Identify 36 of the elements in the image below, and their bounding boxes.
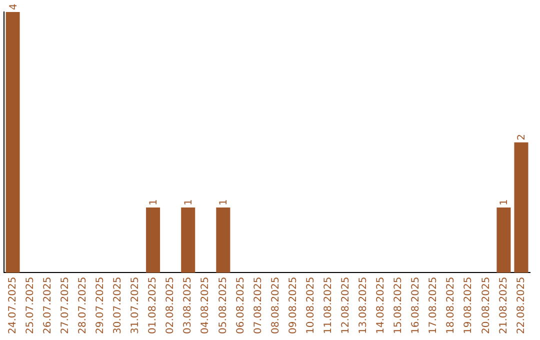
x-tick-label: 30.07.2025 [112,276,124,334]
x-tick-label: 21.08.2025 [498,276,510,334]
x-tick-label: 26.07.2025 [42,276,54,334]
x-tick-label: 01.08.2025 [148,276,159,334]
x-tick-label: 28.07.2025 [77,276,88,334]
x-tick-label: 11.08.2025 [322,276,334,334]
x-tick-label: 13.08.2025 [358,276,370,334]
x-tick-label: 02.08.2025 [165,276,176,334]
x-tick-label: 22.08.2025 [516,276,527,334]
x-tick-label: 20.08.2025 [480,276,492,334]
x-tick-label: 15.08.2025 [393,276,404,334]
x-tick-label: 24.07.2025 [7,276,18,334]
data-label: 1 [499,199,510,206]
data-label: 4 [8,4,20,10]
x-tick-label: 03.08.2025 [182,276,194,334]
x-tick-label: 08.08.2025 [270,276,282,334]
x-tick-label: 27.07.2025 [60,276,71,334]
x-tick-label: 29.07.2025 [95,276,106,334]
data-label: 1 [184,199,195,206]
x-tick-label: 16.08.2025 [410,276,422,334]
x-tick-label: 06.08.2025 [235,276,246,334]
x-tick-label: 25.07.2025 [24,276,36,334]
x-tick-label: 04.08.2025 [200,276,212,334]
x-tick-label: 12.08.2025 [340,276,352,334]
data-label: 1 [218,199,230,206]
x-tick-label: 31.07.2025 [130,276,142,334]
x-tick-label: 14.08.2025 [376,276,387,334]
x-tick-label: 09.08.2025 [288,276,299,334]
x-tick-label: 10.08.2025 [305,276,316,334]
x-tick-label: 19.08.2025 [463,276,474,334]
x-tick-label: 18.08.2025 [446,276,457,334]
x-tick-label: 05.08.2025 [218,276,229,334]
x-tick-label: 07.08.2025 [252,276,264,334]
x-tick-label: 17.08.2025 [428,276,440,334]
data-label: 2 [516,134,528,140]
data-label: 1 [148,199,160,206]
